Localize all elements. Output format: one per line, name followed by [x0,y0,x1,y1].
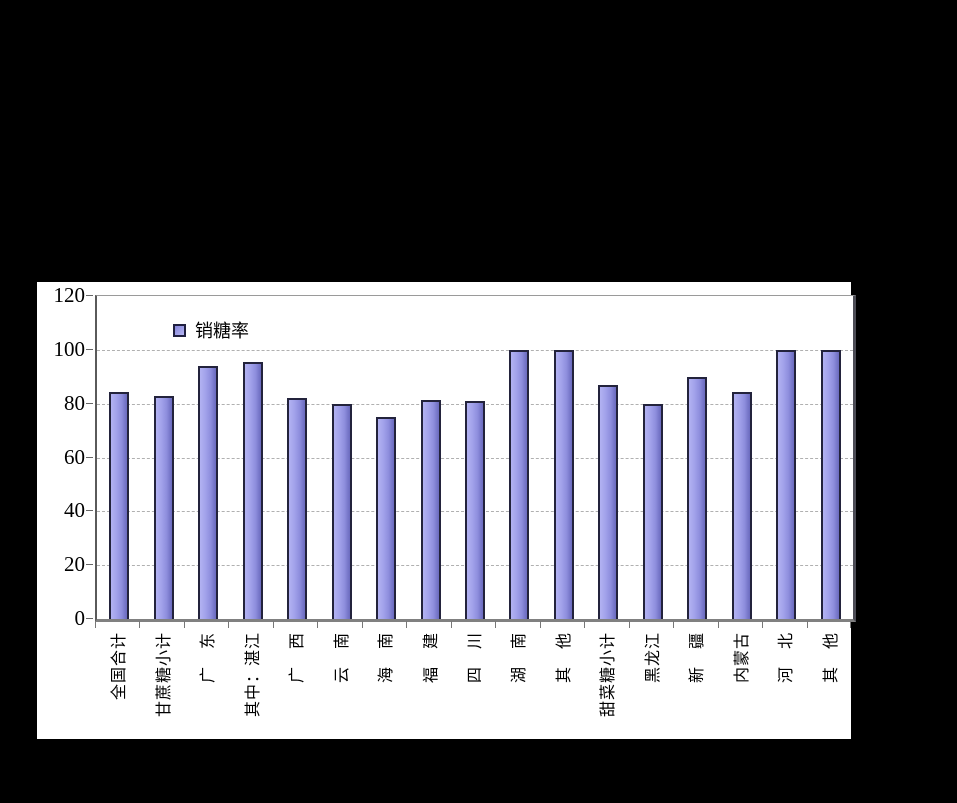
chart-window: 0 20 40 60 80 100 120 销糖率 全国合计 甘蔗糖小计 广 东 其中：湛江 广 西… [37,282,856,739]
x-axis-label: 福 建 [422,632,440,684]
x-axis-label: 甘蔗糖小计 [155,632,173,718]
x-axis-label: 云 南 [333,632,351,684]
x-axis-tick [762,621,764,628]
x-axis-tick [406,621,408,628]
bar [198,365,219,619]
x-axis-label: 广 西 [289,632,307,684]
legend-label: 销糖率 [195,321,249,341]
x-axis-tick [450,621,452,628]
y-axis-label: 100 [53,336,86,361]
x-axis-label: 其 他 [822,632,840,684]
bar [287,398,308,619]
x-axis-tick [584,621,586,628]
x-axis-tick [539,621,541,628]
y-axis-tick [86,402,93,404]
x-axis-tick [361,621,363,628]
bar [376,417,397,619]
bar [465,400,485,619]
x-axis-tick [183,621,185,628]
bar [242,361,263,619]
y-axis-label: 0 [74,606,86,630]
x-axis-label: 湖 南 [511,632,529,684]
x-axis-label: 海 南 [378,632,396,684]
x-axis-label: 新 疆 [689,632,707,684]
x-axis-tick [495,621,497,628]
bar [776,349,797,619]
plot-area: 销糖率 [95,295,856,622]
x-axis-label: 河 北 [778,632,796,684]
x-axis-tick [628,621,630,628]
bar [553,349,574,619]
x-axis-label: 其 他 [555,632,573,684]
y-axis-label: 20 [64,552,85,577]
bar [153,395,174,619]
bar [331,403,352,619]
y-axis-tick [86,510,93,512]
x-axis-label: 全国合计 [111,632,129,701]
bar [820,349,841,619]
x-axis-tick [272,621,274,628]
y-axis-tick [86,618,93,619]
y-axis-label: 60 [64,444,85,469]
x-axis-tick [317,621,319,628]
bar [598,384,619,619]
legend-swatch-icon [173,323,186,337]
y-axis-tick [86,456,93,458]
bar [509,349,530,619]
y-axis-label: 80 [64,390,85,415]
y-axis-label: 120 [53,283,86,307]
x-axis-tick [806,621,808,628]
x-axis-tick [95,621,96,628]
y-axis-tick [86,564,93,566]
y-axis-tick [86,348,93,350]
x-axis-tick [717,621,719,628]
x-axis-label: 内蒙古 [733,632,751,684]
x-axis-tick [850,621,851,628]
x-axis-label: 广 东 [200,632,218,684]
x-axis-label: 其中：湛江 [244,632,262,718]
x-axis-tick [673,621,675,628]
x-axis-labels: 全国合计 甘蔗糖小计 广 东 其中：湛江 广 西 云 南 海 南 福 建 四 川 湖 南 其 他 甜菜… [95,632,851,732]
y-axis-label: 40 [64,498,85,523]
x-axis-label: 四 川 [467,632,484,684]
bar [642,403,663,619]
legend: 销糖率 [173,321,249,341]
x-axis-label: 黑龙江 [644,632,662,684]
y-axis-tick [86,295,93,296]
bar [420,399,441,619]
x-axis-ticks [95,621,851,629]
bar [687,376,708,619]
gridline [97,349,853,351]
bar [109,391,130,619]
bar [731,391,752,619]
x-axis-tick [228,621,230,628]
x-axis-label: 甜菜糖小计 [600,632,618,718]
x-axis-tick [139,621,141,628]
y-axis-labels: 0 20 40 60 80 100 120 [37,282,86,739]
